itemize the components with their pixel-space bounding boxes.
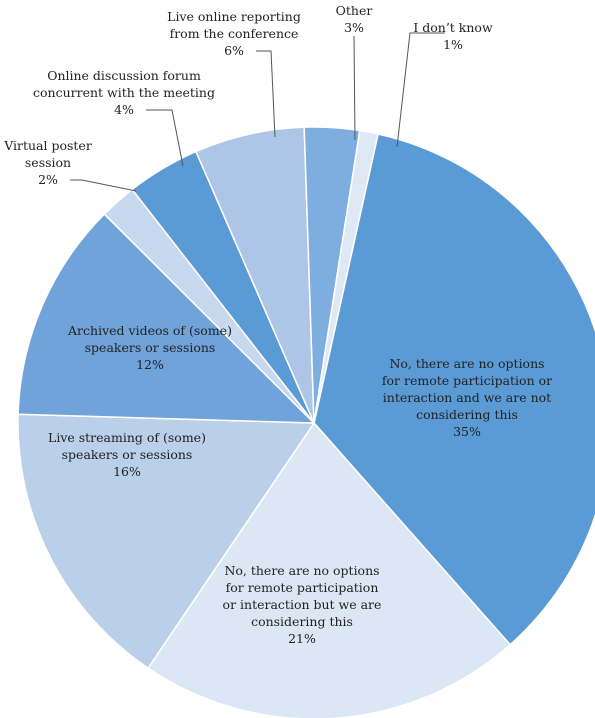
slice-label-9: I don’t know 1% xyxy=(413,20,493,52)
slice-label-line: considering this xyxy=(416,407,518,422)
slice-label-1: No, there are no options for remote parti… xyxy=(382,356,552,439)
slice-label-6: Online discussion forum concurrent with t… xyxy=(33,68,215,117)
slice-percent: 4% xyxy=(114,102,134,117)
slice-label-line: Online discussion forum xyxy=(47,68,201,83)
slice-label-line: concurrent with the meeting xyxy=(33,85,215,100)
slice-label-line: or interaction but we are xyxy=(223,597,382,612)
slice-label-line: from the conference xyxy=(170,26,299,41)
slice-percent: 12% xyxy=(136,357,164,372)
slice-label-4: Archived videos of (some) speakers or ses… xyxy=(67,323,232,372)
pie-slice-4 xyxy=(17,212,316,424)
slice-label-line: session xyxy=(25,155,71,170)
slice-percent: 1% xyxy=(443,37,463,52)
leader-line-7 xyxy=(256,50,276,138)
slice-label-line: for remote participation or xyxy=(382,373,552,388)
leader-line-9 xyxy=(396,32,445,148)
slice-label-7: Live online reporting from the conference… xyxy=(167,9,301,58)
slice-label-line: Live online reporting xyxy=(167,9,301,24)
slice-label-line: speakers or sessions xyxy=(85,340,216,355)
slice-label-line: I don’t know xyxy=(413,20,493,35)
slice-percent: 35% xyxy=(453,424,481,439)
slice-label-line: Virtual poster xyxy=(3,138,92,153)
slice-label-line: interaction and we are not xyxy=(383,390,551,405)
pie-slice-2 xyxy=(147,421,512,718)
slice-percent: 16% xyxy=(113,464,141,479)
leader-line-6 xyxy=(146,109,184,167)
slice-percent: 21% xyxy=(288,631,316,646)
slice-label-line: Archived videos of (some) xyxy=(67,323,232,338)
slice-percent: 2% xyxy=(38,172,58,187)
slice-label-2: No, there are no options for remote parti… xyxy=(223,563,382,646)
slice-label-line: No, there are no options xyxy=(224,563,379,578)
slice-labels: No, there are no options for remote parti… xyxy=(3,3,552,646)
pie-slice-9 xyxy=(313,129,379,424)
slice-label-5: Virtual poster session 2% xyxy=(3,138,92,187)
leader-line-8 xyxy=(353,35,356,141)
leader-line-5 xyxy=(70,179,137,192)
slice-label-3: Live streaming of (some) speakers or sess… xyxy=(48,430,206,479)
slice-percent: 3% xyxy=(344,20,364,35)
slice-label-line: Live streaming of (some) xyxy=(48,430,206,445)
slice-label-line: for remote participation xyxy=(226,580,379,595)
leader-lines xyxy=(70,32,445,192)
slice-label-line: speakers or sessions xyxy=(62,447,193,462)
pie-slice-3 xyxy=(17,413,316,670)
slice-label-line: No, there are no options xyxy=(389,356,544,371)
slice-label-8: Other 3% xyxy=(336,3,373,35)
slice-label-line: Other xyxy=(336,3,373,18)
slice-label-line: considering this xyxy=(251,614,353,629)
slice-percent: 6% xyxy=(224,43,244,58)
pie-slices xyxy=(17,126,595,718)
pie-slice-1 xyxy=(313,133,595,646)
